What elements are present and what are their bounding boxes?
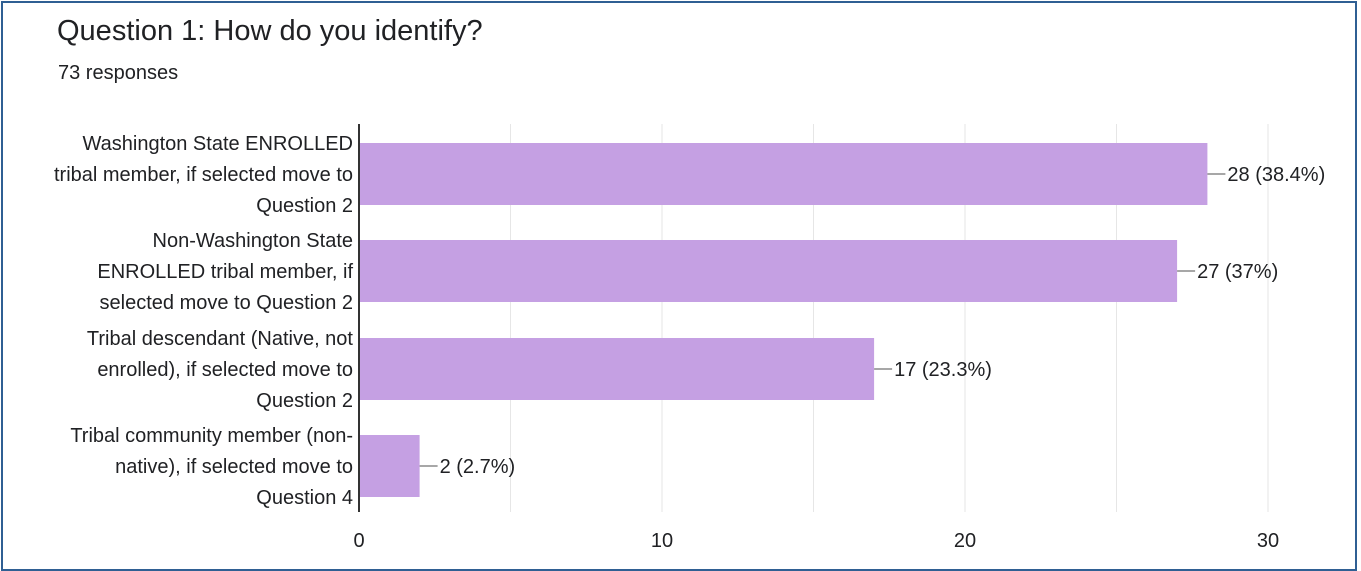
category-label-line: tribal member, if selected move to: [54, 164, 353, 186]
category-label: Non-Washington State ENROLLED tribal memb…: [97, 230, 353, 314]
category-label-line: Tribal community member (non-: [70, 425, 353, 447]
value-label: 17 (23.3%): [894, 359, 992, 381]
category-label-line: Question 2: [256, 195, 353, 217]
category-label-line: Question 4: [256, 487, 353, 509]
bar: [359, 435, 420, 497]
category-label-line: ENROLLED tribal member, if: [97, 261, 353, 283]
value-label: 2 (2.7%): [440, 456, 516, 478]
category-label-line: selected move to Question 2: [100, 292, 353, 314]
x-tick-label: 0: [353, 530, 364, 552]
value-label: 28 (38.4%): [1227, 164, 1325, 186]
response-count: 73 responses: [58, 62, 179, 84]
category-label-line: Question 2: [256, 390, 353, 412]
category-label-line: Tribal descendant (Native, not: [87, 328, 354, 350]
category-label-line: native), if selected move to: [115, 456, 353, 478]
x-tick-label: 10: [651, 530, 673, 552]
category-label: Tribal community member (non-native), if…: [70, 425, 353, 509]
bar: [359, 338, 875, 400]
x-tick-label: 30: [1257, 530, 1279, 552]
bar: [359, 240, 1178, 302]
x-tick-label: 20: [954, 530, 976, 552]
category-label-line: enrolled), if selected move to: [97, 359, 353, 381]
category-label-line: Non-Washington State: [153, 230, 353, 252]
bar: [359, 143, 1208, 205]
category-label-line: Washington State ENROLLED: [83, 133, 354, 155]
category-label: Washington State ENROLLED tribal member, …: [54, 133, 353, 217]
value-label: 27 (37%): [1197, 261, 1278, 283]
category-label: Tribal descendant (Native, not enrolled),…: [87, 328, 354, 412]
chart-title: Question 1: How do you identify?: [57, 15, 483, 47]
